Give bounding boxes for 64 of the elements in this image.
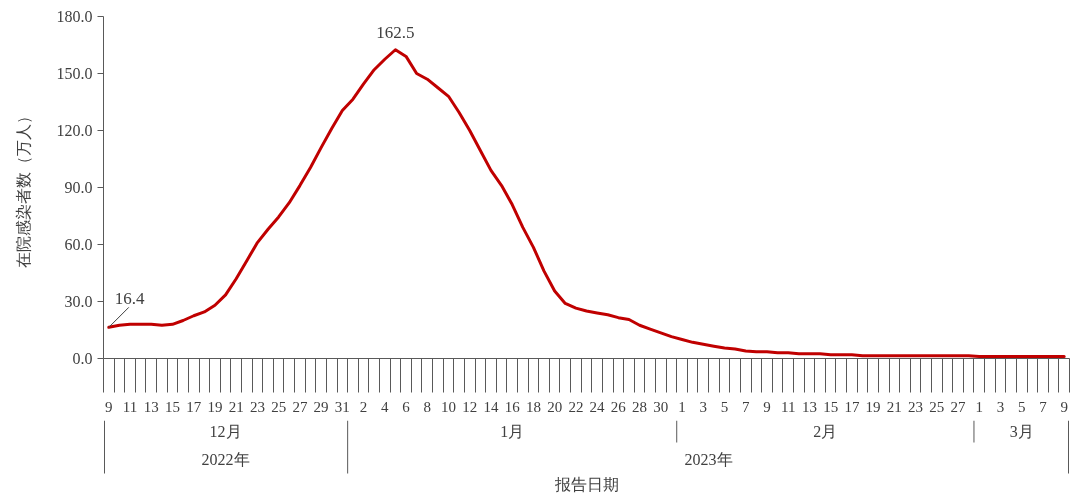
x-tick-label: 24 xyxy=(589,398,606,415)
x-tick-label: 7 xyxy=(1039,398,1048,415)
x-tick-label: 31 xyxy=(334,398,350,415)
y-tick-label: 120.0 xyxy=(56,122,93,139)
x-tick-label: 17 xyxy=(186,398,202,415)
x-tick-label: 23 xyxy=(908,398,924,415)
y-tick-label: 60.0 xyxy=(64,236,93,253)
x-tick-label: 25 xyxy=(271,398,287,415)
text: 1月 xyxy=(500,423,525,440)
x-tick-label: 21 xyxy=(228,398,244,415)
text: 12月 xyxy=(209,423,242,440)
y-tick-label: 0.0 xyxy=(72,350,93,367)
x-tick-label: 12 xyxy=(462,398,478,415)
x-tick-label: 3 xyxy=(699,398,708,415)
x-tick-label: 5 xyxy=(720,398,729,415)
y-tick-label: 90.0 xyxy=(64,179,93,196)
x-axis-title: 报告日期 xyxy=(553,474,619,494)
x-tick-label: 19 xyxy=(865,398,881,415)
x-tick-label: 15 xyxy=(823,398,839,415)
x-tick-label: 14 xyxy=(483,398,499,415)
x-tick-label: 29 xyxy=(313,398,329,415)
x-tick-label: 6 xyxy=(402,398,411,415)
line-series xyxy=(107,48,1066,359)
y-axis-title: 在院感染者数（万人） xyxy=(14,107,32,268)
x-tick-label: 9 xyxy=(1060,398,1068,415)
y-tick-label: 180.0 xyxy=(56,8,93,25)
x-tick-label: 2 xyxy=(359,398,368,415)
x-tick-label: 22 xyxy=(568,398,584,415)
text: 2月 xyxy=(813,423,838,440)
x-tick-label: 16 xyxy=(504,398,521,415)
x-tick-label: 23 xyxy=(249,398,265,415)
text: 3月 xyxy=(1009,423,1034,440)
x-tick-label: 25 xyxy=(929,398,945,415)
text: 2023年 xyxy=(684,451,733,468)
x-tick-label: 8 xyxy=(423,398,432,415)
x-tick-label: 9 xyxy=(763,398,771,415)
x-tick-label: 3 xyxy=(996,398,1005,415)
x-tick-label: 11 xyxy=(122,398,138,415)
x-tick-label: 7 xyxy=(741,398,750,415)
text: 2022年 xyxy=(201,451,250,468)
y-tick-label: 150.0 xyxy=(56,65,93,82)
x-tick-label: 18 xyxy=(525,398,541,415)
x-tick-label: 13 xyxy=(143,398,159,415)
x-tick-label: 17 xyxy=(844,398,860,415)
x-tick-label: 27 xyxy=(950,398,967,415)
y-tick-label: 30.0 xyxy=(64,293,93,310)
x-tick-label: 27 xyxy=(292,398,308,415)
data-label: 162.5 xyxy=(376,22,415,42)
x-tick-label: 10 xyxy=(441,398,456,415)
x-tick-label: 20 xyxy=(547,398,563,415)
x-tick-label: 1 xyxy=(975,398,984,415)
x-tick-label: 4 xyxy=(381,398,390,415)
x-tick-label: 11 xyxy=(780,398,796,415)
x-tick-label: 5 xyxy=(1017,398,1026,415)
x-tick-label: 21 xyxy=(886,398,902,415)
x-tick-label: 1 xyxy=(678,398,686,415)
x-tick-label: 9 xyxy=(105,398,113,415)
x-tick-label: 19 xyxy=(207,398,223,415)
x-tick-label: 28 xyxy=(632,398,648,415)
x-tick-label: 15 xyxy=(165,398,180,415)
data-label: 16.4 xyxy=(114,289,146,309)
x-tick-label: 30 xyxy=(653,398,669,415)
x-tick-label: 26 xyxy=(610,398,627,415)
x-tick-label: 13 xyxy=(801,398,817,415)
